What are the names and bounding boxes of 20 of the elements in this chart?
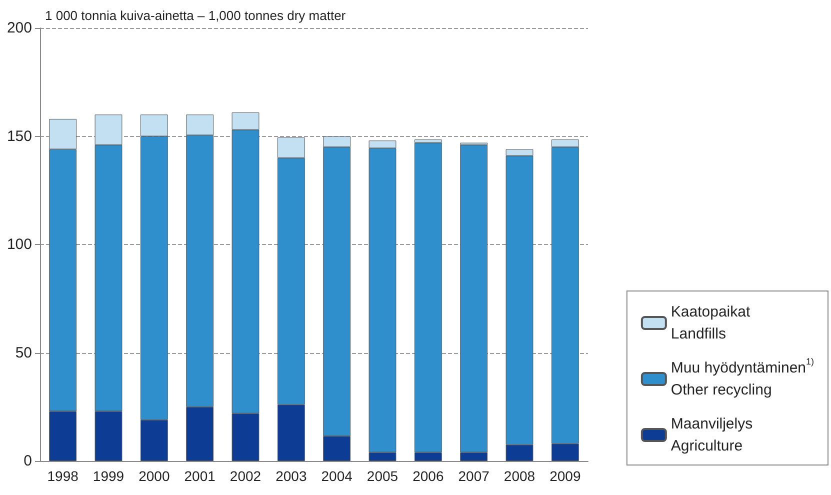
legend-label: Kaatopaikat Landfills <box>670 304 751 342</box>
x-tick-label: 2002 <box>230 468 262 484</box>
x-tick-label: 2008 <box>504 468 536 484</box>
y-tick-label: 0 <box>24 452 32 470</box>
x-tick-label: 1999 <box>92 468 124 484</box>
legend-label: Maanviljelys Agriculture <box>670 416 753 454</box>
x-tick-label: 1998 <box>47 468 79 484</box>
x-tick-label: 2000 <box>138 468 170 484</box>
x-tick-label: 2001 <box>184 468 216 484</box>
x-tick-label: 2005 <box>366 468 398 484</box>
y-tick-label: 50 <box>15 344 32 362</box>
x-tick-label: 2003 <box>276 468 307 484</box>
y-tick-label: 100 <box>6 236 32 253</box>
y-tick-label: 200 <box>6 20 32 36</box>
x-tick-label: 2007 <box>458 468 490 484</box>
x-tick-label: 2004 <box>321 468 353 484</box>
x-tick-label: 2009 <box>550 468 581 484</box>
y-axis-title: 1 000 tonnia kuiva-ainetta – 1,000 tonnes dry matter <box>45 8 346 23</box>
x-tick-label: 2006 <box>412 468 444 484</box>
y-tick-label: 150 <box>6 128 32 145</box>
